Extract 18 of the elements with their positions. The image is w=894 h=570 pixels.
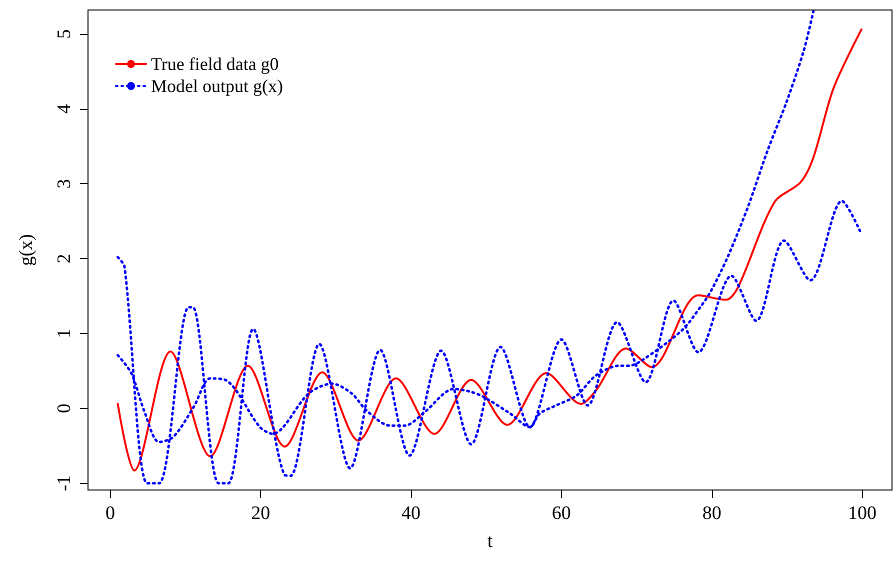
x-tick-label: 80 <box>702 503 722 524</box>
y-tick-label: 2 <box>54 254 75 264</box>
y-tick-label: 3 <box>54 178 75 188</box>
x-axis-title: t <box>487 531 494 552</box>
y-tick-label: 4 <box>54 104 75 114</box>
x-tick-label: 0 <box>106 503 116 524</box>
x-tick-label: 100 <box>848 503 876 524</box>
x-tick-label: 40 <box>402 503 421 524</box>
y-tick-label: -1 <box>54 475 75 492</box>
legend-label: True field data g0 <box>151 54 279 74</box>
x-tick-label: 60 <box>552 503 571 524</box>
y-tick-label: 5 <box>54 29 75 39</box>
y-axis-title: g(x) <box>16 234 37 266</box>
line-series <box>116 28 862 472</box>
x-tick-label: 20 <box>251 503 270 524</box>
y-tick-label: 1 <box>54 328 75 338</box>
y-tick-label: 0 <box>54 404 75 414</box>
legend-label: Model output g(x) <box>151 76 283 96</box>
